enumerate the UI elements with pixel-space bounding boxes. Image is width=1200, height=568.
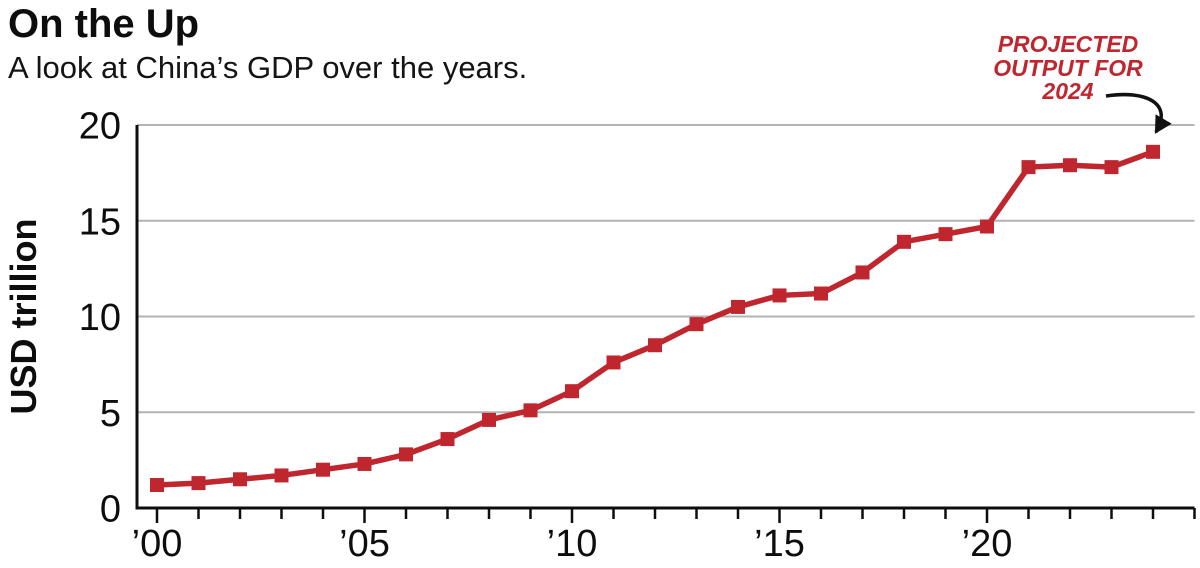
arrow-to-2024-point [1105,92,1172,134]
data-point-marker [731,299,745,314]
annotation-line-3: 2024 [1042,78,1094,104]
data-point-marker [689,317,704,332]
x-tick-label: ’20 [962,523,1013,565]
data-point-marker [814,286,828,301]
data-point-marker [1021,160,1036,175]
data-point-marker [938,227,953,242]
data-point-marker [357,456,372,471]
x-tick-label: ’05 [339,523,390,565]
annotation-line-1: PROJECTED [997,31,1139,57]
data-point-marker [482,412,496,427]
gdp-line [156,149,1154,488]
gdp-series [150,144,1160,493]
y-tick-label: 15 [79,201,121,243]
axis-ticks [155,508,1196,523]
data-point-marker [1063,158,1077,173]
axes [135,125,1195,510]
chart-subtitle: A look at China’s GDP over the years. [8,50,528,85]
data-point-marker [855,265,870,280]
data-point-marker [1104,160,1119,175]
data-point-marker [565,384,579,399]
annotation-arrow [1105,92,1172,134]
data-point-marker [274,468,289,483]
gridlines [137,124,1195,414]
x-tick-label: ’15 [754,523,805,565]
x-tick-label: ’10 [547,523,598,565]
data-point-marker [772,288,787,303]
y-tick-label: 10 [79,297,121,339]
data-point-marker [523,403,538,418]
data-point-marker [980,219,994,234]
y-tick-label: 0 [100,489,121,531]
annotation-line-2: OUTPUT FOR [993,54,1143,81]
y-tick-label: 5 [100,393,121,435]
data-point-marker [1146,144,1160,159]
data-point-marker [606,355,621,370]
data-point-marker [440,432,455,447]
y-axis-title: USD trillion [3,219,44,415]
x-tick-label: ’00 [132,523,183,565]
projected-output-annotation: PROJECTED OUTPUT FOR 2024 [972,31,1164,104]
data-point-marker [399,447,413,462]
axis-lines [135,125,1195,510]
data-point-marker [648,338,662,353]
axis-labels: ’00 ’05 ’10 ’15 ’20 0 5 10 15 20 USD trillion [3,106,1012,566]
y-tick-label: 20 [79,106,121,148]
data-point-marker [897,234,911,249]
data-point-marker [233,472,247,487]
chart-title: On the Up [8,2,200,46]
data-point-marker [150,478,164,493]
data-point-marker [191,476,206,491]
data-point-marker [316,462,330,477]
